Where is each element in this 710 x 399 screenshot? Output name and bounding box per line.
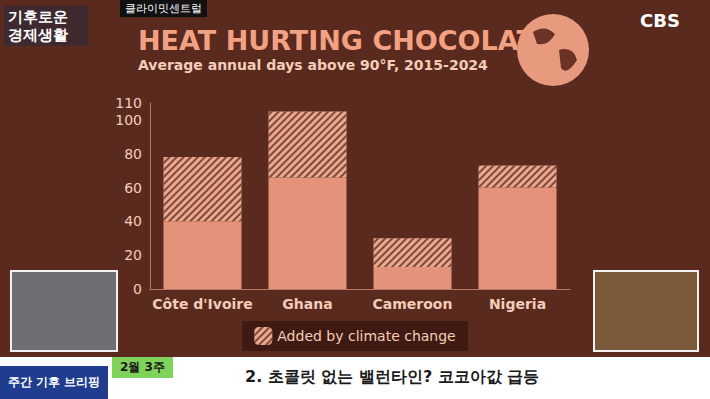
svg-text:0: 0 bbox=[133, 281, 142, 297]
svg-text:Côte d'Ivoire: Côte d'Ivoire bbox=[152, 296, 252, 312]
html-text:기후로운 경제생활: 기후로운 경제생활 bbox=[8, 8, 68, 44]
svg-text:Average annual days above 90°F: Average annual days above 90°F, 2015-202… bbox=[138, 57, 488, 73]
svg-text:110: 110 bbox=[115, 95, 142, 111]
svg-text:40: 40 bbox=[124, 213, 142, 229]
html-text:주간 기후 브리핑: 주간 기후 브리핑 bbox=[8, 375, 101, 389]
html-text:CBS: CBS bbox=[640, 10, 680, 31]
svg-text:20: 20 bbox=[124, 247, 142, 263]
svg-text:Added by climate change: Added by climate change bbox=[277, 328, 455, 344]
svg-text:60: 60 bbox=[124, 180, 142, 196]
html-text:2. 초콜릿 없는 밸런타인? 코코아값 급등: 2. 초콜릿 없는 밸런타인? 코코아값 급등 bbox=[245, 367, 540, 386]
svg-text:80: 80 bbox=[124, 146, 142, 162]
svg-text:Nigeria: Nigeria bbox=[489, 296, 546, 312]
html-text:클라이밋센트럴: 클라이밋센트럴 bbox=[125, 2, 202, 15]
html-text:2월 3주: 2월 3주 bbox=[120, 360, 165, 374]
svg-text:100: 100 bbox=[115, 112, 142, 128]
svg-text:Ghana: Ghana bbox=[282, 296, 332, 312]
svg-text:Cameroon: Cameroon bbox=[373, 296, 453, 312]
svg-text:HEAT HURTING CHOCOLATE: HEAT HURTING CHOCOLATE bbox=[138, 25, 553, 56]
